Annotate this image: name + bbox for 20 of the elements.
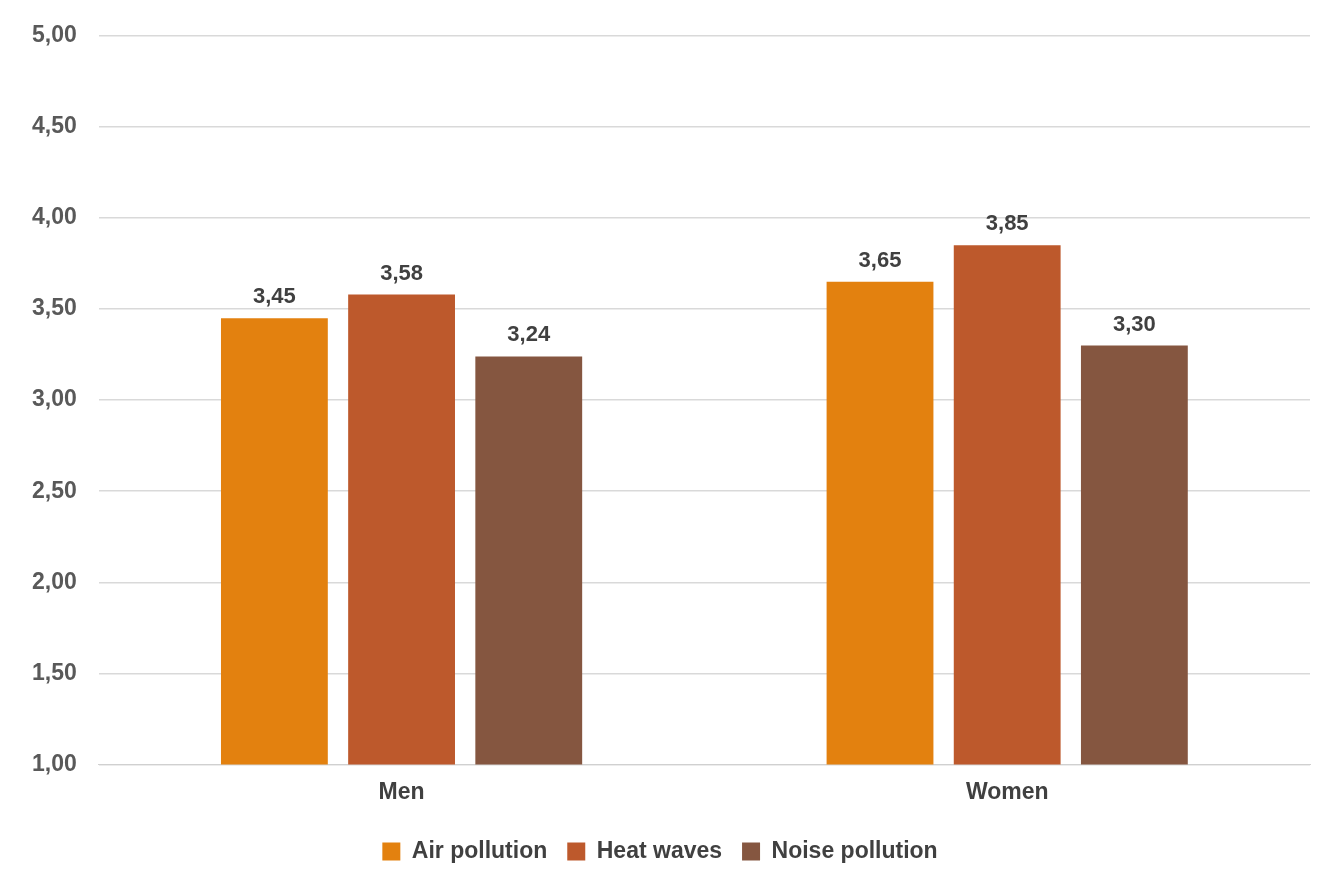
y-tick-label: 3,00	[32, 385, 77, 412]
legend-label: Air pollution	[411, 836, 548, 863]
y-tick-label: 4,50	[32, 112, 77, 139]
data-label: 3,24	[507, 321, 551, 347]
y-tick-label: 2,00	[32, 567, 77, 594]
data-label: 3,45	[252, 283, 296, 309]
y-tick-label: 4,00	[32, 203, 77, 230]
data-label: 3,65	[858, 246, 902, 272]
x-tick-label: Men	[378, 777, 425, 804]
x-tick-label: Women	[965, 777, 1049, 804]
y-tick-label: 1,00	[32, 749, 77, 776]
legend-label: Heat waves	[596, 836, 723, 863]
data-label: 3,58	[380, 259, 423, 285]
y-tick-label: 2,50	[32, 476, 77, 503]
legend-label: Noise pollution	[771, 836, 938, 863]
y-tick-label: 1,50	[32, 658, 77, 685]
y-tick-label: 5,00	[32, 21, 77, 48]
data-label: 3,30	[1112, 310, 1156, 336]
data-label: 3,85	[985, 210, 1029, 236]
y-tick-label: 3,50	[32, 294, 77, 321]
